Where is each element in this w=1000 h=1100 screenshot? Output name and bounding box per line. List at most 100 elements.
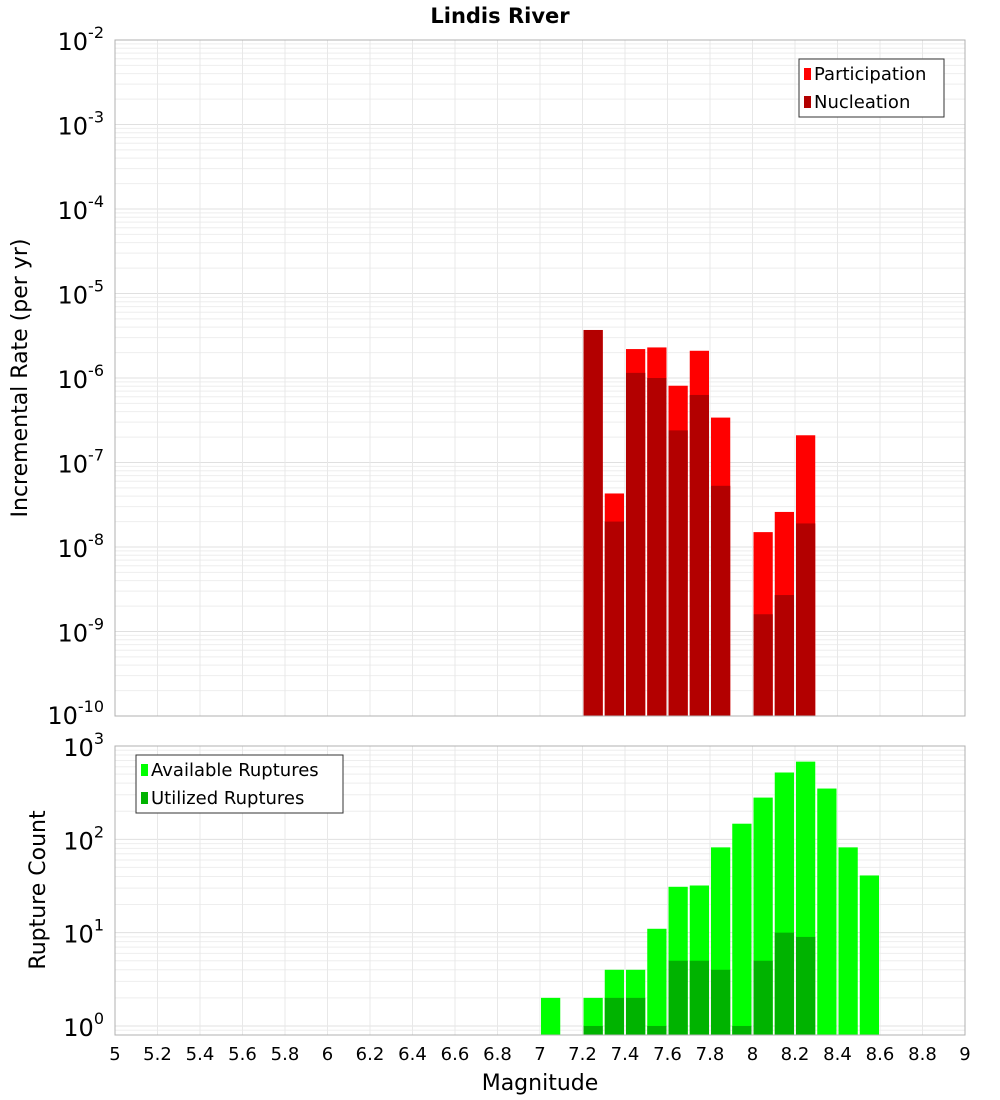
- bar-available-ruptures: [838, 847, 858, 1035]
- bar-utilized-ruptures: [647, 1025, 667, 1035]
- y-tick-label: 102: [63, 822, 104, 855]
- x-tick-label: 7.6: [653, 1044, 682, 1065]
- bar-available-ruptures: [541, 997, 561, 1035]
- x-tick-label: 5: [109, 1044, 120, 1065]
- y-tick-exponent: 1: [94, 916, 104, 935]
- bar-nucleation: [626, 372, 646, 716]
- x-tick-label: 8.4: [823, 1044, 852, 1065]
- legend-box: [798, 58, 945, 118]
- y-tick-label: 10-8: [58, 530, 105, 563]
- y-tick-base: 10: [58, 197, 89, 225]
- y-tick-label: 10-5: [58, 277, 105, 310]
- bar-utilized-ruptures: [796, 936, 816, 1035]
- y-tick-label: 10-2: [58, 23, 105, 56]
- y-tick-label: 103: [63, 729, 104, 762]
- bar-utilized-ruptures: [604, 997, 624, 1035]
- y-tick-exponent: 3: [94, 729, 104, 748]
- y-tick-exponent: 0: [94, 1009, 104, 1028]
- bar-utilized-ruptures: [753, 960, 773, 1035]
- y-tick-exponent: -10: [78, 697, 104, 716]
- y-tick-base: 10: [58, 451, 89, 479]
- plot-frame: [114, 39, 966, 717]
- legend-swatch: [141, 764, 148, 776]
- legend-label: Utilized Ruptures: [151, 788, 304, 809]
- bar-available-ruptures: [817, 788, 837, 1035]
- y-tick-label: 10-9: [58, 615, 105, 648]
- legend-swatch: [804, 68, 811, 80]
- legend: Available Ruptures Utilized Ruptures: [135, 754, 344, 814]
- y-tick-label: 10-3: [58, 108, 105, 141]
- x-tick-label: 6.6: [441, 1044, 470, 1065]
- bar-utilized-ruptures: [668, 960, 688, 1035]
- bar-available-ruptures: [647, 928, 667, 1035]
- legend-label: Nucleation: [814, 92, 910, 113]
- y-tick-exponent: -2: [88, 23, 104, 42]
- bar-utilized-ruptures: [583, 1025, 603, 1035]
- x-tick-label: 6.8: [483, 1044, 512, 1065]
- x-tick-label: 7.2: [568, 1044, 597, 1065]
- x-tick-label: 6.4: [398, 1044, 427, 1065]
- x-tick-label: 6.2: [356, 1044, 385, 1065]
- legend-label: Participation: [814, 64, 926, 85]
- x-axis-label: Magnitude: [482, 1071, 599, 1096]
- bar-utilized-ruptures: [626, 997, 646, 1035]
- bar-utilized-ruptures: [732, 1025, 752, 1035]
- y-tick-label: 10-7: [58, 446, 105, 479]
- y-tick-exponent: -6: [88, 361, 104, 380]
- y-tick-base: 10: [58, 366, 89, 394]
- legend: Participation Nucleation: [798, 58, 945, 118]
- y-tick-exponent: -7: [88, 446, 104, 465]
- y-tick-exponent: -9: [88, 615, 104, 634]
- x-tick-label: 5.6: [228, 1044, 257, 1065]
- y-tick-base: 10: [63, 734, 94, 762]
- y-tick-base: 10: [58, 620, 89, 648]
- bar-nucleation: [774, 595, 794, 716]
- y-tick-base: 10: [58, 113, 89, 141]
- bottom-y-axis-label: Rupture Count: [26, 810, 51, 970]
- y-tick-label: 10-4: [58, 192, 105, 225]
- bar-utilized-ruptures: [774, 932, 794, 1035]
- y-tick-base: 10: [47, 702, 78, 730]
- y-tick-exponent: -8: [88, 530, 104, 549]
- bar-nucleation: [689, 394, 709, 716]
- bar-nucleation: [647, 378, 667, 716]
- x-tick-label: 5.2: [143, 1044, 172, 1065]
- x-tick-label: 9: [959, 1044, 970, 1065]
- bar-available-ruptures: [732, 823, 752, 1035]
- bar-utilized-ruptures: [689, 960, 709, 1035]
- x-tick-label: 8: [747, 1044, 758, 1065]
- y-tick-exponent: -5: [88, 277, 104, 296]
- x-tick-label: 8.8: [908, 1044, 937, 1065]
- bar-nucleation: [711, 485, 731, 716]
- bar-nucleation: [604, 521, 624, 716]
- y-tick-base: 10: [63, 1014, 94, 1042]
- bar-nucleation: [796, 523, 816, 716]
- x-tick-label: 6: [322, 1044, 333, 1065]
- legend-swatch: [804, 96, 811, 108]
- y-tick-base: 10: [63, 921, 94, 949]
- y-tick-label: 100: [63, 1009, 104, 1042]
- plot-frame: [114, 745, 966, 1036]
- legend-label: Available Ruptures: [151, 760, 319, 781]
- y-tick-base: 10: [58, 28, 89, 56]
- y-tick-exponent: -3: [88, 108, 104, 127]
- top-y-axis-label: Incremental Rate (per yr): [8, 239, 33, 518]
- x-tick-label: 5.8: [271, 1044, 300, 1065]
- y-tick-base: 10: [58, 535, 89, 563]
- y-tick-exponent: -4: [88, 192, 104, 211]
- bar-nucleation: [583, 329, 603, 716]
- y-tick-base: 10: [58, 282, 89, 310]
- legend-swatch: [141, 792, 148, 804]
- y-tick-base: 10: [63, 827, 94, 855]
- chart-title: Lindis River: [430, 4, 570, 28]
- bar-available-ruptures: [859, 875, 879, 1035]
- bar-available-ruptures: [583, 997, 603, 1035]
- x-tick-label: 8.2: [781, 1044, 810, 1065]
- x-tick-label: 5.4: [186, 1044, 215, 1065]
- bar-nucleation: [668, 430, 688, 716]
- x-tick-label: 8.6: [866, 1044, 895, 1065]
- y-tick-exponent: 2: [94, 822, 104, 841]
- y-tick-label: 101: [63, 916, 104, 949]
